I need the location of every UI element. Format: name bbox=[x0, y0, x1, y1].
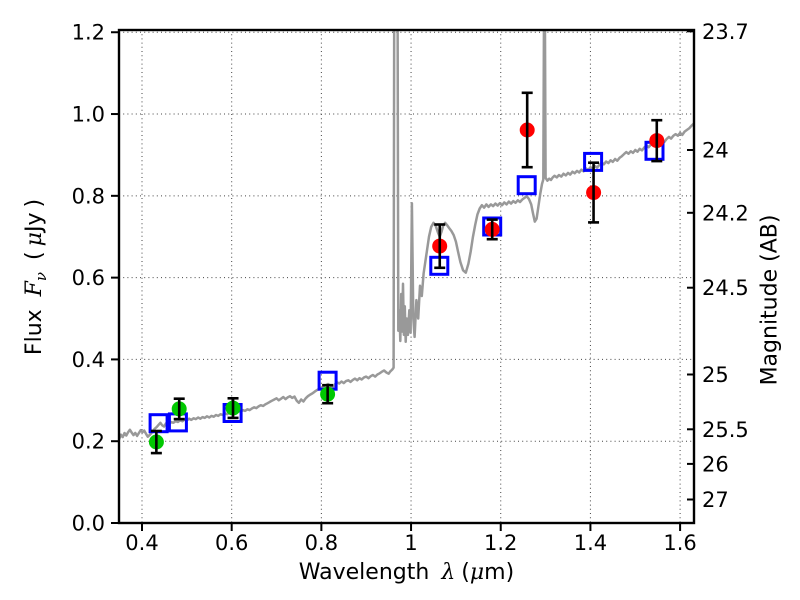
y-tick-label-left: 0.4 bbox=[72, 348, 105, 372]
y-axis-label-left: Flux Fν ( μJy) bbox=[22, 199, 50, 355]
nu-subscript: ν bbox=[32, 271, 50, 282]
y-tick-label-right: 25 bbox=[702, 363, 729, 387]
x-axis-label-word: Wavelength bbox=[298, 560, 430, 585]
flux-unit-open: ( bbox=[22, 251, 47, 260]
y-tick-label-left: 0.6 bbox=[72, 266, 105, 290]
y-tick-label-left: 0.8 bbox=[72, 184, 105, 208]
x-tick-label: 1.2 bbox=[484, 531, 517, 555]
error-bar bbox=[588, 161, 600, 224]
x-tick-label: 0.4 bbox=[125, 531, 158, 555]
error-bar bbox=[651, 118, 663, 163]
y-tick-label-right: 27 bbox=[702, 488, 729, 512]
flux-unit-close: ) bbox=[22, 198, 47, 208]
y-axis-label-right: Magnitude (AB) bbox=[758, 215, 783, 386]
flux-unit: Jy bbox=[22, 212, 47, 233]
y-tick-label-right: 24 bbox=[702, 139, 729, 163]
error-bar bbox=[322, 383, 334, 405]
y-tick-label-left: 0.0 bbox=[72, 512, 105, 536]
x-tick-label: 1.4 bbox=[574, 531, 607, 555]
error-bar bbox=[227, 396, 239, 420]
flux-symbol: F bbox=[22, 281, 47, 297]
error-bar bbox=[434, 223, 446, 270]
x-unit-open: ( bbox=[461, 560, 470, 585]
error-bar bbox=[486, 218, 498, 241]
magnitude-word: Magnitude (AB) bbox=[757, 214, 783, 386]
model-photometry-square bbox=[516, 175, 537, 196]
y-tick-label-right: 23.7 bbox=[702, 20, 749, 44]
y-tick-label-right: 25.5 bbox=[702, 418, 749, 442]
x-unit-close: m) bbox=[484, 560, 515, 585]
flux-word: Flux bbox=[22, 309, 47, 356]
error-bar bbox=[521, 91, 533, 169]
x-tick-label: 1.6 bbox=[663, 531, 696, 555]
x-axis-label: Wavelength λ (μm) bbox=[119, 560, 694, 585]
flux-mu-symbol: μ bbox=[22, 232, 47, 247]
y-tick-label-left: 1.0 bbox=[72, 103, 105, 127]
plot-border bbox=[117, 28, 696, 525]
error-bar bbox=[173, 397, 185, 421]
x-tick-label: 0.8 bbox=[305, 531, 338, 555]
y-tick-label-left: 1.2 bbox=[72, 21, 105, 45]
lambda-symbol: λ bbox=[441, 560, 456, 585]
x-tick-label: 1 bbox=[404, 531, 417, 555]
y-tick-label-right: 26 bbox=[702, 452, 729, 476]
x-tick-label: 0.6 bbox=[215, 531, 248, 555]
y-tick-label-right: 24.2 bbox=[702, 201, 749, 225]
error-bar bbox=[150, 429, 162, 455]
spectrum-line bbox=[119, 30, 694, 440]
y-tick-label-right: 24.5 bbox=[702, 276, 749, 300]
y-tick-label-left: 0.2 bbox=[72, 430, 105, 454]
mu-symbol: μ bbox=[469, 560, 485, 585]
